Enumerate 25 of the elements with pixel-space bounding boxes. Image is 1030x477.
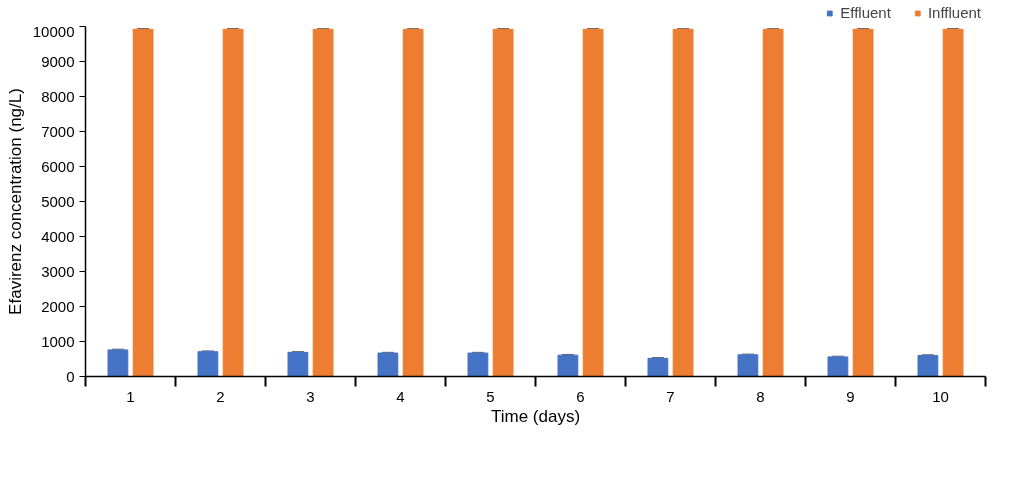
x-tick-label: 2 — [216, 387, 225, 405]
y-tick-label: 8000 — [41, 87, 75, 105]
legend-label: Inffluent — [927, 4, 981, 21]
x-tick-label: 5 — [486, 387, 495, 405]
y-tick-label: 9000 — [41, 52, 75, 70]
y-tick-label: 10000 — [32, 22, 75, 40]
x-tick-label: 7 — [666, 387, 675, 405]
x-axis-title: Time (days) — [490, 406, 581, 426]
y-tick-label: 4000 — [41, 227, 75, 245]
x-tick-label: 8 — [756, 387, 765, 405]
x-tick-label: 6 — [576, 387, 585, 405]
x-tick-label: 4 — [396, 387, 405, 405]
y-tick-label: 2000 — [41, 297, 75, 315]
y-tick-label: 5000 — [41, 192, 75, 210]
y-tick-label: 7000 — [41, 122, 75, 140]
x-tick-label: 3 — [306, 387, 315, 405]
legend-label: Effluent — [840, 4, 891, 21]
y-axis-title: Efavirenz concentration (ng/L) — [5, 88, 25, 315]
y-tick-label: 6000 — [41, 157, 75, 175]
x-tick-label: 1 — [126, 387, 135, 405]
y-tick-label: 0 — [66, 367, 75, 385]
x-tick-label: 10 — [932, 387, 949, 405]
x-tick-label: 9 — [846, 387, 855, 405]
y-tick-label: 3000 — [41, 262, 75, 280]
y-tick-label: 1000 — [41, 332, 75, 350]
